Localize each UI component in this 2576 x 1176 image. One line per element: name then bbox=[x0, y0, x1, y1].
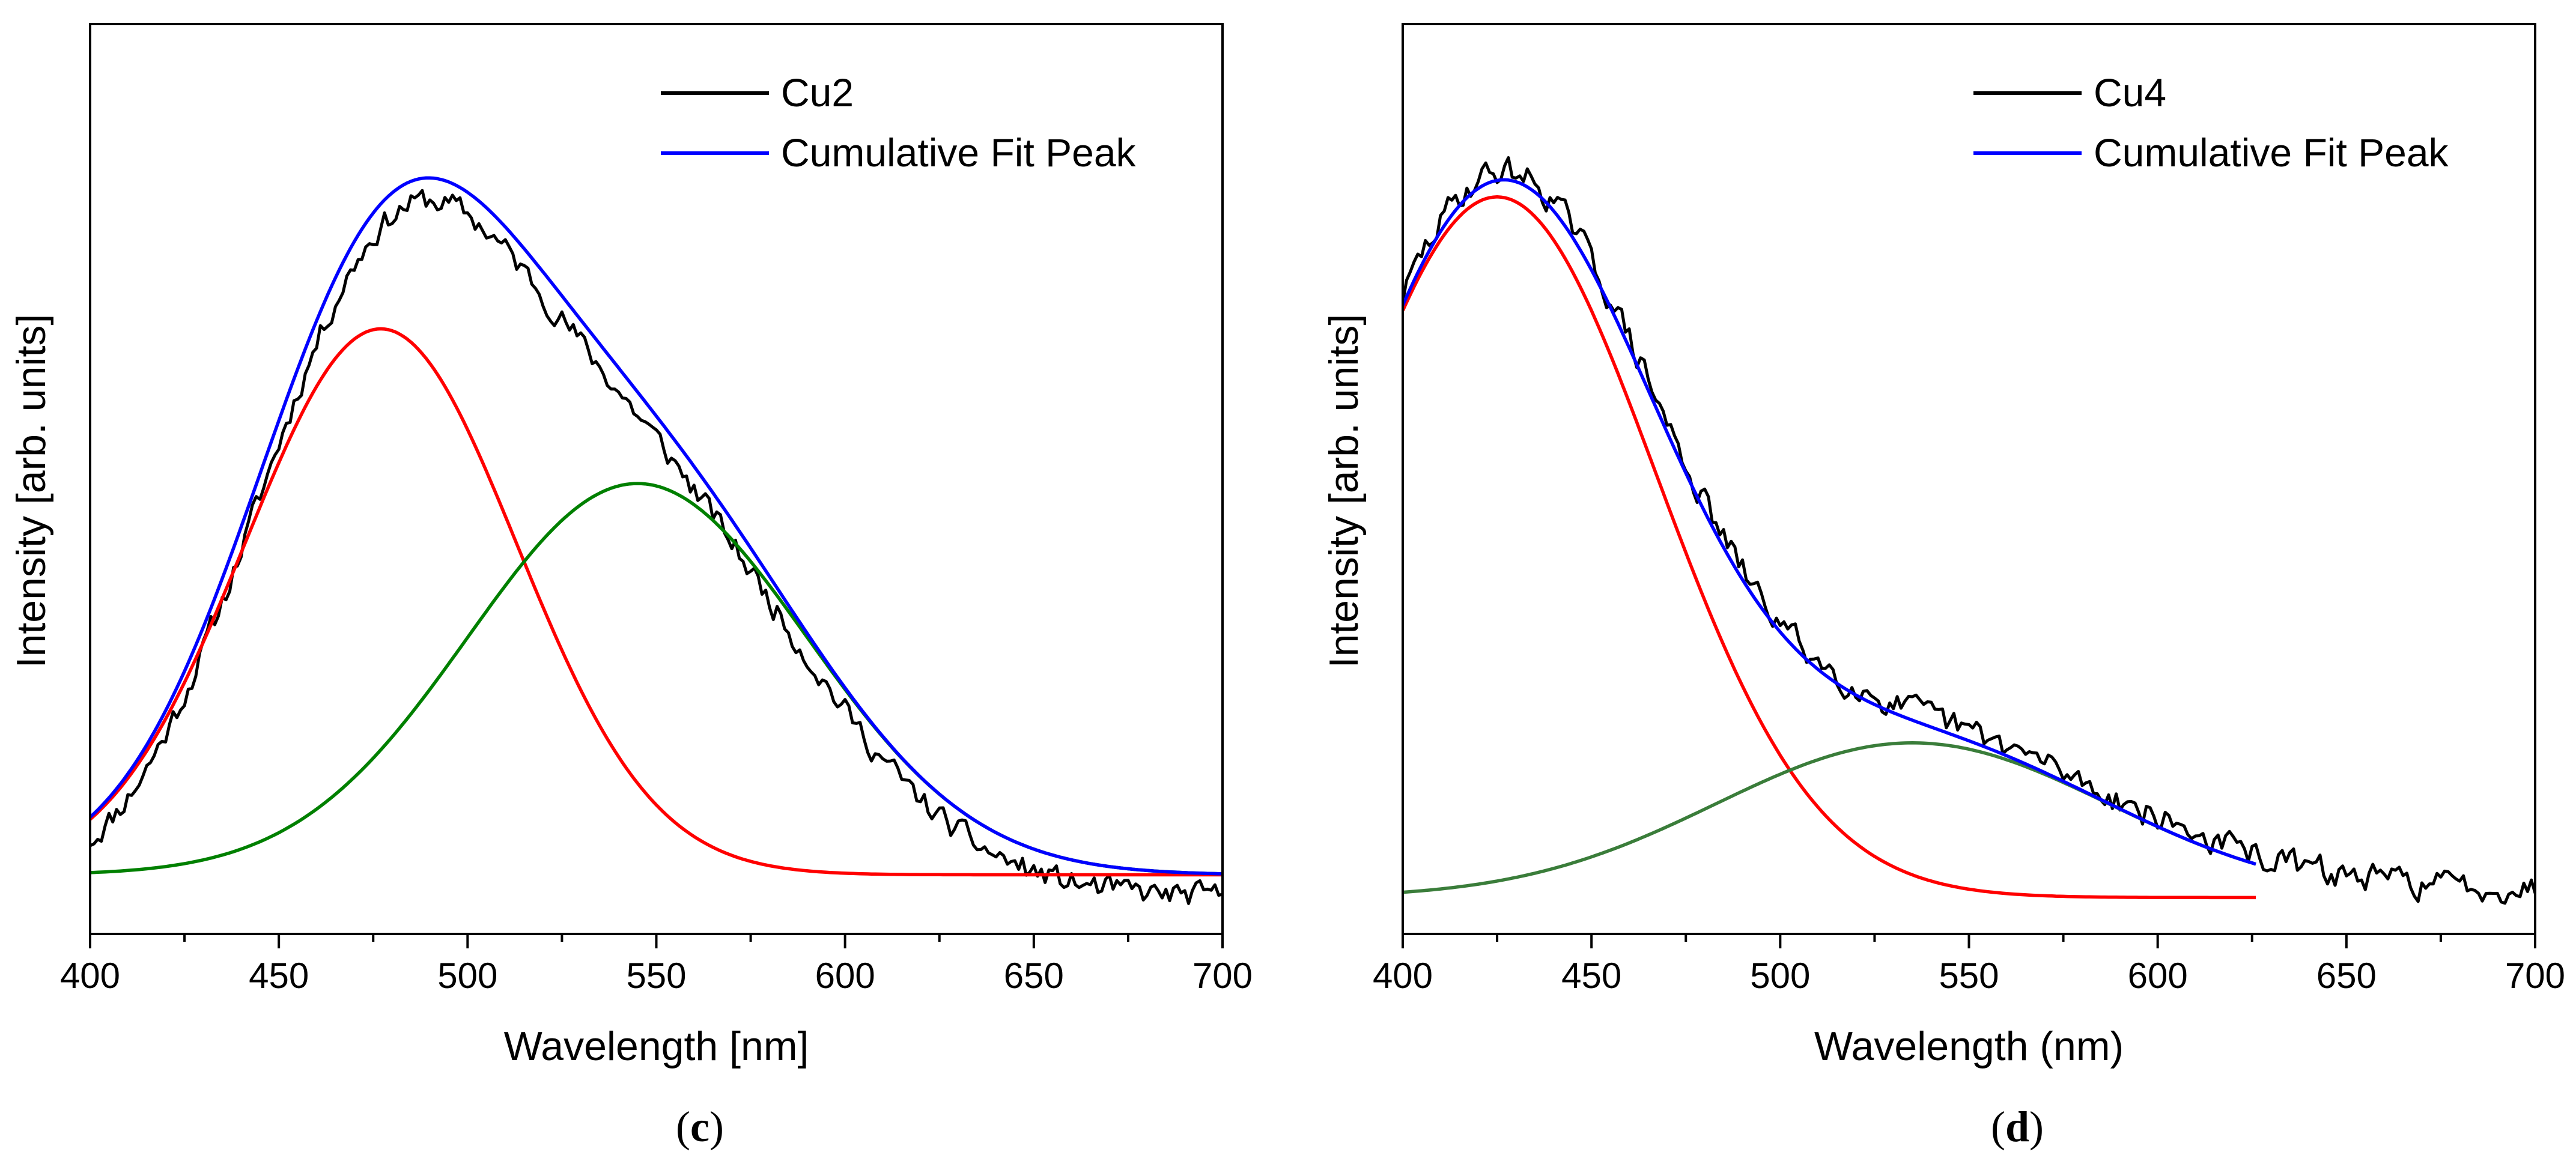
x-tick-label: 600 bbox=[2128, 956, 2188, 996]
x-tick-label: 400 bbox=[60, 956, 120, 996]
x-tick-label: 700 bbox=[1192, 956, 1253, 996]
series-group bbox=[1404, 156, 2534, 905]
panel-label-c: (c) bbox=[676, 1103, 724, 1151]
x-tick-label: 550 bbox=[1939, 956, 1999, 996]
x-tick-label: 400 bbox=[1373, 956, 1433, 996]
series-line-peak-1 bbox=[1404, 195, 2256, 900]
legend-label: Cu2 bbox=[781, 70, 854, 115]
y-axis-title: Intensity [arb. units] bbox=[1321, 314, 1367, 668]
series-line-peak-2 bbox=[91, 482, 1221, 876]
x-tick-label: 650 bbox=[2316, 956, 2377, 996]
series-line-cumulative-fit-peak bbox=[1404, 178, 2256, 866]
x-axis-title: Wavelength (nm) bbox=[1814, 1023, 2124, 1069]
x-tick-label: 450 bbox=[1561, 956, 1621, 996]
legend-label: Cu4 bbox=[2094, 70, 2166, 115]
legend-label: Cumulative Fit Peak bbox=[781, 130, 1137, 175]
y-axis-title: Intensity [arb. units] bbox=[8, 314, 54, 668]
x-tick-label: 500 bbox=[1750, 956, 1810, 996]
x-tick-label: 450 bbox=[249, 956, 309, 996]
series-line-cumulative-fit-peak bbox=[91, 176, 1221, 876]
x-tick-label: 700 bbox=[2505, 956, 2565, 996]
panel-label-d: (d) bbox=[1990, 1103, 2044, 1151]
x-tick-label: 600 bbox=[815, 956, 875, 996]
x-axis-title: Wavelength [nm] bbox=[504, 1023, 809, 1069]
legend-label: Cumulative Fit Peak bbox=[2094, 130, 2449, 175]
chart-panel-c: 400 450 500 550 600 650 700 Wavelength [nm] Inte… bbox=[8, 23, 1253, 1069]
x-tick-label: 550 bbox=[626, 956, 686, 996]
series-line-cu2 bbox=[91, 189, 1221, 905]
x-tick-label: 500 bbox=[437, 956, 497, 996]
x-tick-label: 650 bbox=[1004, 956, 1064, 996]
series-line-cu4 bbox=[1404, 156, 2534, 905]
series-line-peak-1 bbox=[91, 327, 1221, 877]
series-group bbox=[91, 176, 1221, 905]
chart-panel-d: 400 450 500 550 600 650 700 Wavelength (nm) Inte… bbox=[1321, 23, 2565, 1069]
